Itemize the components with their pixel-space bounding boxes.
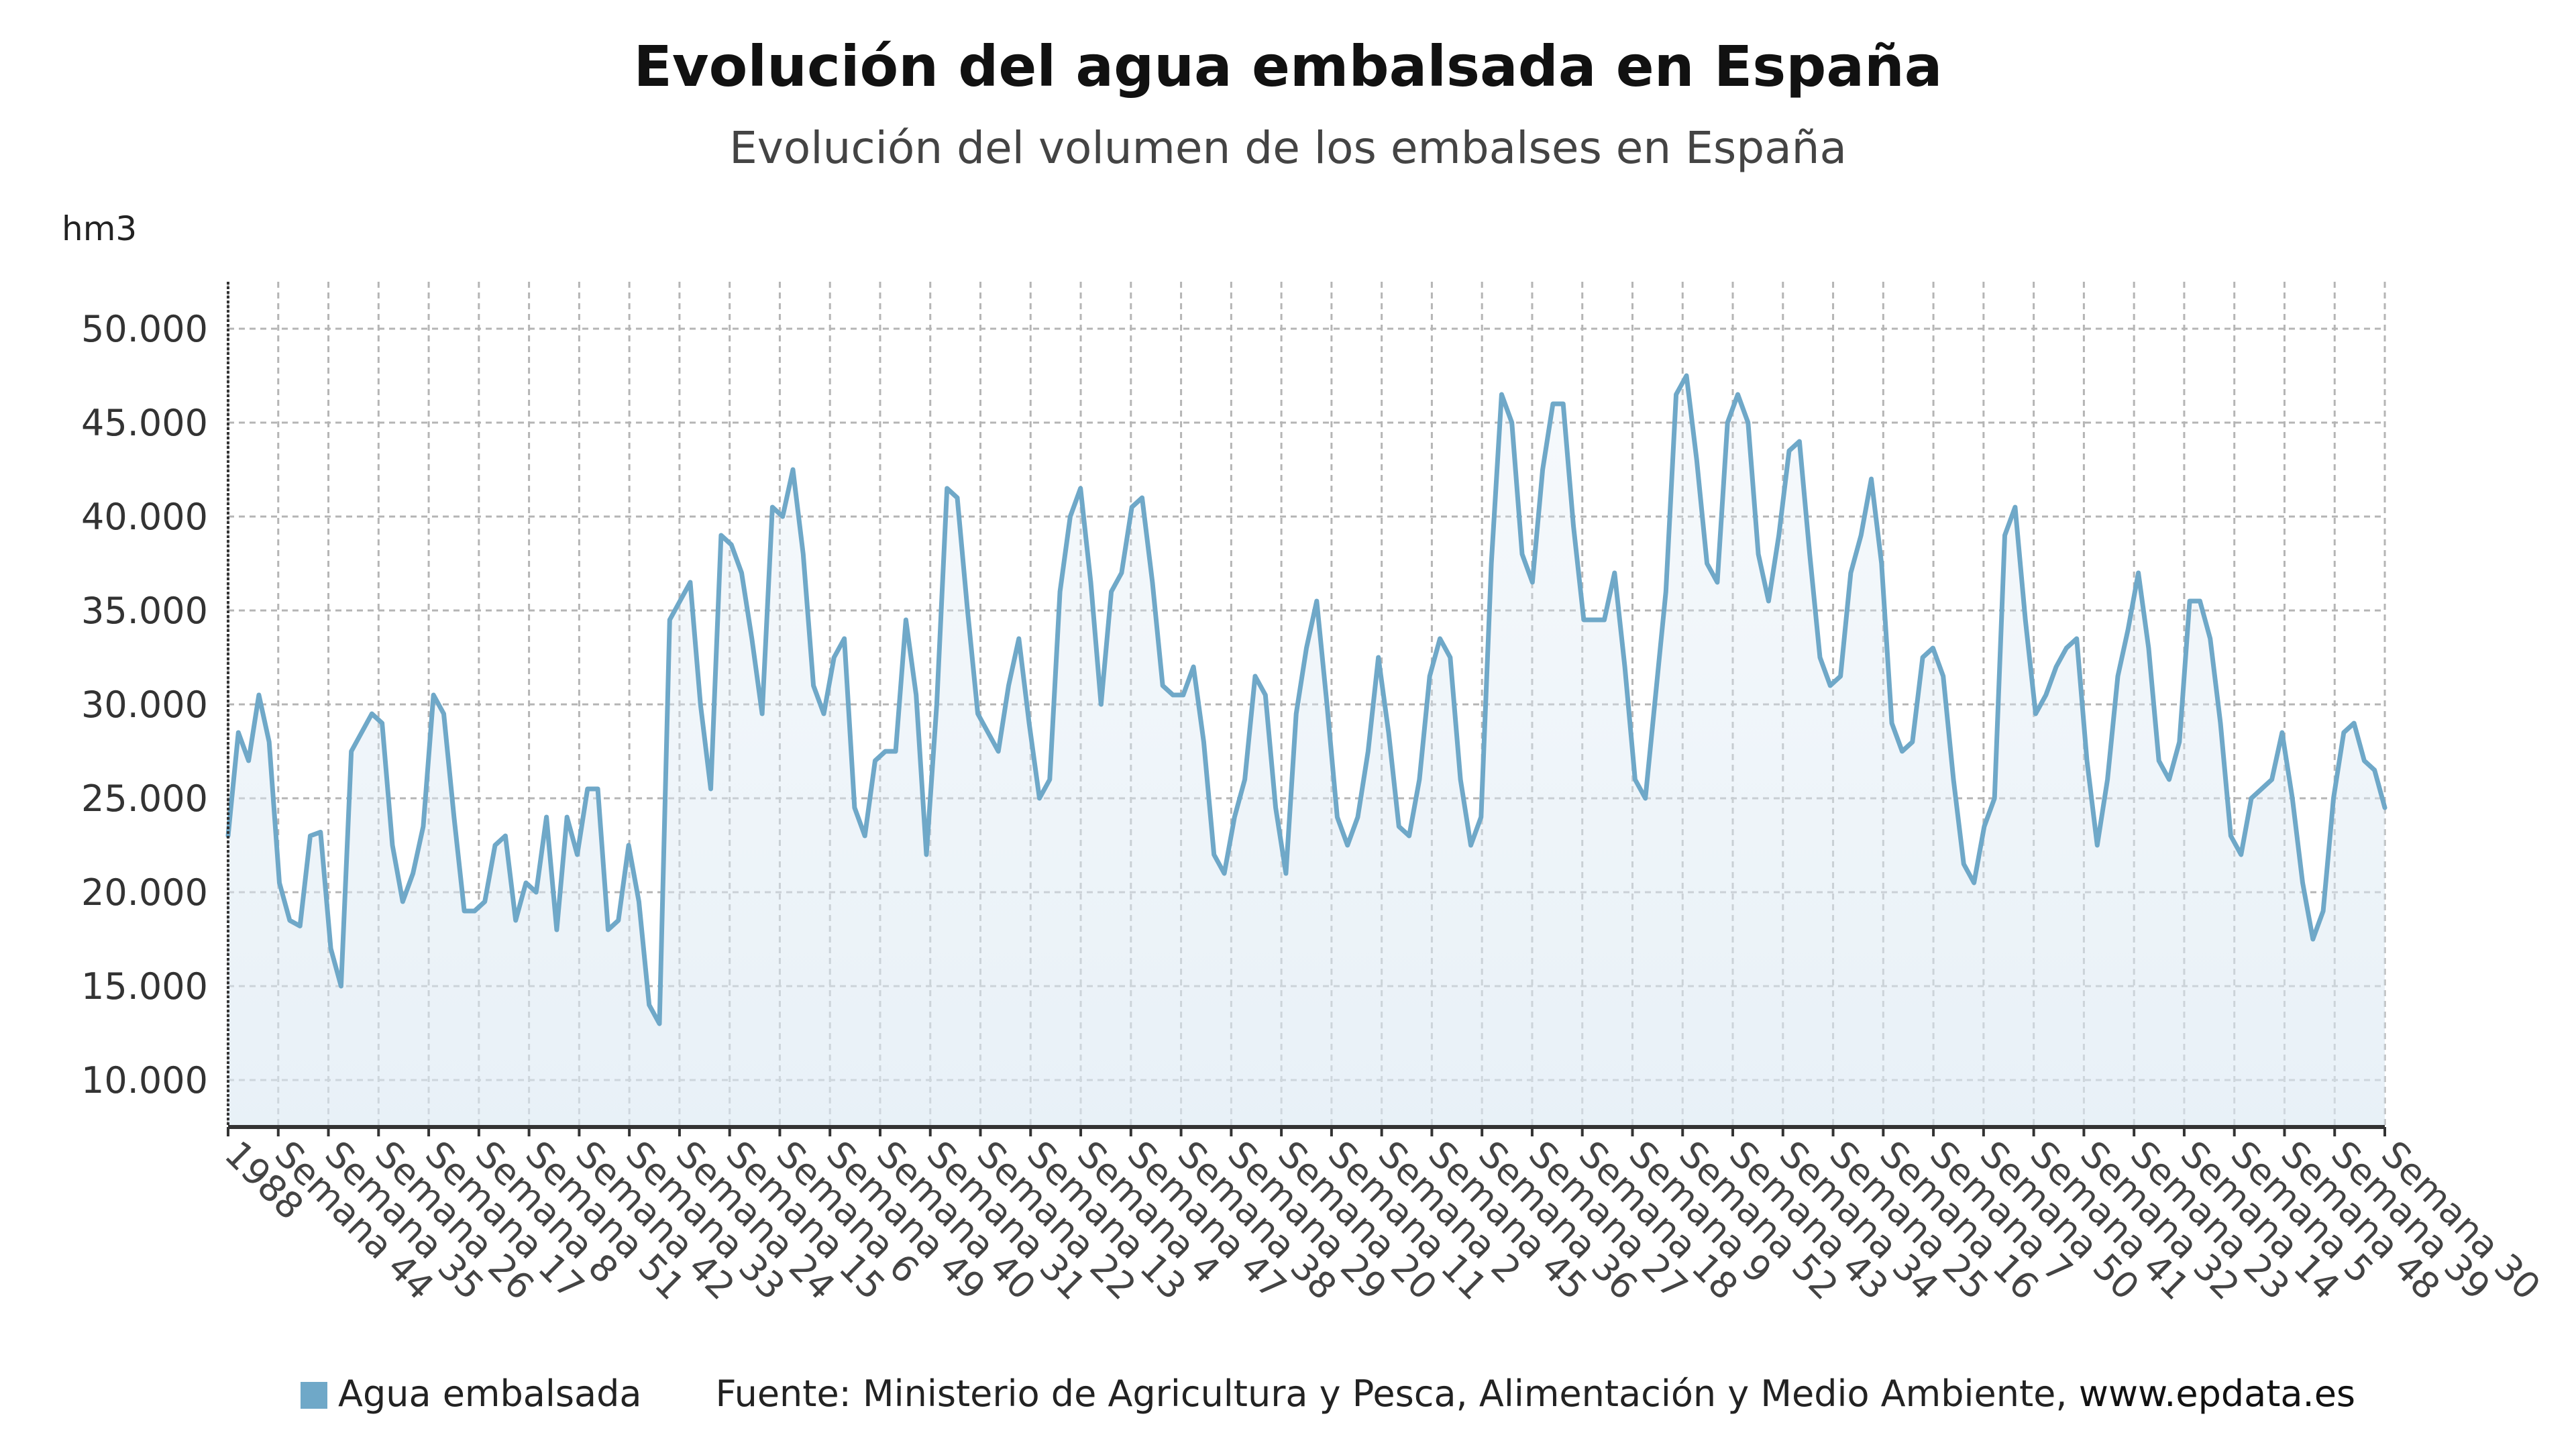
y-axis-ticks: 10.000 15.000 20.000 25.000 30.000 35.000 40.0…: [81, 308, 208, 1102]
y-tick-label: 45.000: [81, 402, 208, 444]
series-area-layer: [225, 373, 2387, 1127]
y-tick-label: 20.000: [81, 871, 208, 914]
chart-title: Evolución del agua embalsada en España: [633, 34, 1943, 99]
chart-subtitle: Evolución del volumen de los embalses en…: [729, 122, 1847, 174]
axes: [227, 282, 2386, 1136]
series-area-fill: [228, 376, 2385, 1127]
y-tick-label: 30.000: [81, 684, 208, 726]
y-tick-label: 50.000: [81, 308, 208, 350]
series-line: [225, 373, 2387, 1026]
legend-series-label: Agua embalsada: [338, 1373, 642, 1415]
y-tick-label: 10.000: [81, 1059, 208, 1102]
y-tick-label: 35.000: [81, 590, 208, 632]
y-tick-label: 25.000: [81, 777, 208, 820]
legend-swatch-icon: [301, 1382, 327, 1409]
legend: Agua embalsada Fuente: Ministerio de Agri…: [301, 1373, 2355, 1415]
source-site-link[interactable]: www.epdata.es: [2078, 1373, 2356, 1415]
y-tick-label: 15.000: [81, 965, 208, 1008]
y-axis-unit: hm3: [62, 209, 138, 248]
source-text: Fuente: Ministerio de Agricultura y Pesc…: [715, 1373, 2068, 1415]
y-tick-label: 40.000: [81, 496, 208, 538]
